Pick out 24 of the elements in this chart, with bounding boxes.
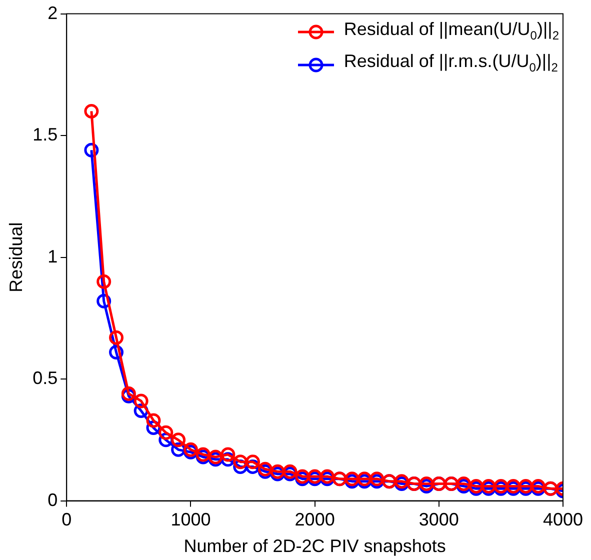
point <box>109 330 124 345</box>
y-tick-label: 0 <box>48 490 58 510</box>
x-tick-label: 0 <box>62 510 72 530</box>
point <box>96 274 112 289</box>
legend-label: Residual of ||r.m.s.(U/U$_{0}$)||$_{2}$ <box>344 50 558 77</box>
y-tick-label: 2 <box>48 2 58 23</box>
point <box>233 454 248 470</box>
x-tick-label: 3000 <box>418 510 459 530</box>
x-tick-label: 1000 <box>170 510 211 530</box>
x-tick-label: 4000 <box>542 510 584 530</box>
y-tick-label: 1 <box>48 246 58 266</box>
point <box>220 447 236 462</box>
x-tick-label: 2000 <box>294 510 335 530</box>
point <box>134 394 148 408</box>
y-tick-label: 1.5 <box>32 124 58 145</box>
legend-label: Residual of ||mean(U/U$_{0}$)||$_{2}$ <box>344 18 559 44</box>
point <box>171 432 186 448</box>
x-axis-title: Number of 2D-2C PIV snapshots <box>184 536 446 556</box>
point <box>146 413 161 428</box>
y-axis-title: Residual <box>6 222 26 292</box>
y-tick-label: 0.5 <box>32 368 58 388</box>
point <box>246 454 260 470</box>
point <box>158 425 174 440</box>
point <box>84 104 99 118</box>
